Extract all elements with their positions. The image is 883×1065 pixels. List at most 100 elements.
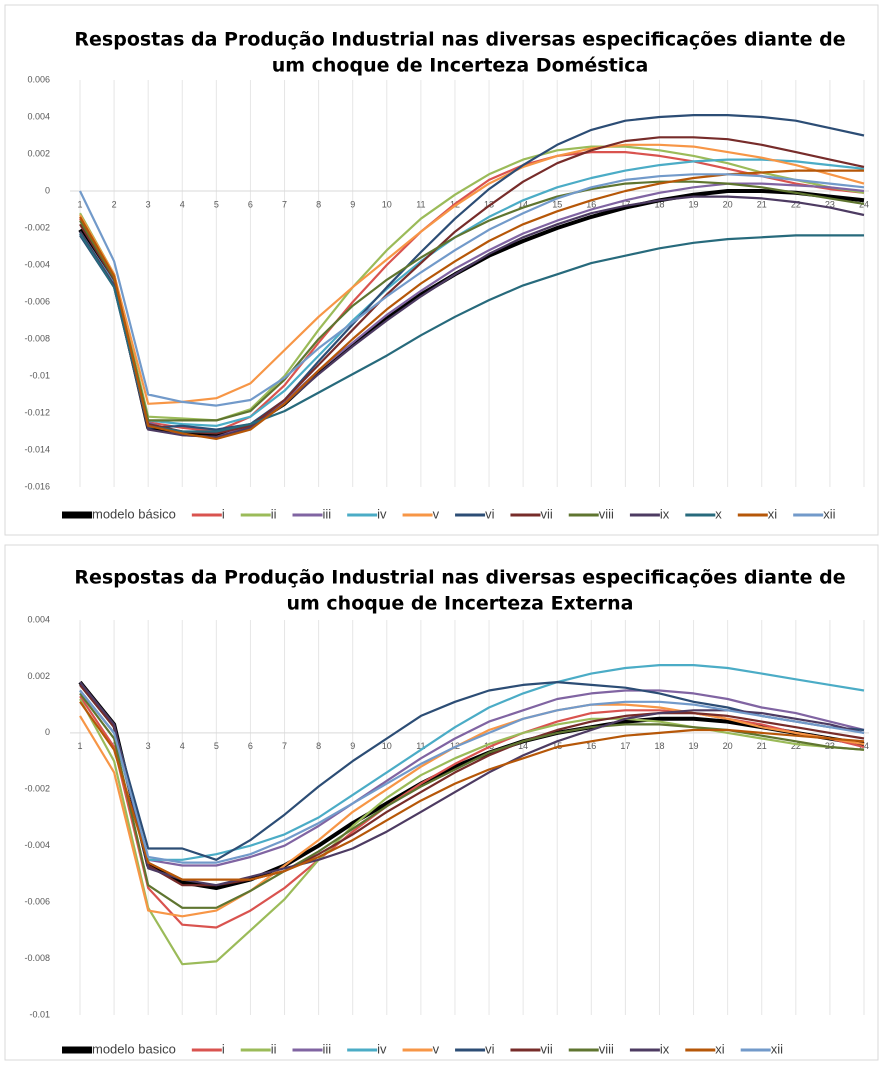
series-line [79,195,865,439]
x-tick-label: 17 [620,741,630,751]
x-tick-label: 1 [77,741,82,751]
legend-label: iv [377,506,387,521]
series-line [79,180,865,422]
x-tick-label: 19 [689,199,699,209]
legend-label: iii [323,506,332,521]
x-tick-label: 2 [112,199,117,209]
x-tick-label: 6 [248,741,253,751]
legend-label: v [433,506,440,521]
series-line [79,703,865,918]
x-tick-label: 10 [382,741,392,751]
legend-label: ii [271,506,277,521]
x-tick-label: 21 [757,199,767,209]
x-tick-label: 9 [350,199,355,209]
legend-label: x [715,506,722,521]
legend-label: ix [660,506,670,521]
legend-label: viii [599,506,614,521]
x-tick-label: 23 [825,199,835,209]
x-tick-label: 5 [214,199,219,209]
x-tick-label: 22 [791,199,801,209]
legend-label: xii [771,1041,783,1056]
x-tick-label: 8 [316,199,321,209]
x-tick-label: 21 [757,741,767,751]
y-tick-label: 0 [45,185,50,195]
legend-label: viii [599,1041,614,1056]
x-tick-label: 17 [620,199,630,209]
y-tick-label: -0.004 [24,259,50,269]
x-tick-label: 11 [416,741,425,751]
legend-label: vii [540,1041,552,1056]
x-tick-label: 9 [350,741,355,751]
y-tick-label: -0.002 [24,222,50,232]
y-tick-label: -0.014 [24,444,50,454]
x-tick-label: 15 [552,199,562,209]
legend-label: i [222,1041,225,1056]
x-tick-label: 8 [316,741,321,751]
x-tick-label: 3 [146,199,151,209]
series-line [79,232,864,433]
y-tick-label: -0.004 [24,840,50,850]
y-tick-label: -0.006 [24,897,50,907]
series-line [79,158,865,427]
chart-title: um choque de Incerteza Doméstica [272,55,649,77]
series-line [79,136,865,435]
legend-label: i [222,506,225,521]
y-tick-label: 0.002 [27,671,50,681]
x-tick-label: 24 [859,199,869,209]
x-tick-label: 16 [586,741,596,751]
series-line [79,701,865,881]
x-tick-label: 22 [791,741,801,751]
legend-label: ii [271,1041,277,1056]
x-tick-label: 18 [654,199,664,209]
y-tick-label: 0.006 [27,74,50,84]
y-tick-label: -0.008 [24,953,50,963]
legend-label: modelo basico [92,1041,176,1056]
x-tick-label: 5 [214,741,219,751]
chart-title: Respostas da Produção Industrial nas div… [74,29,845,51]
series-line [79,689,865,864]
x-tick-label: 3 [146,741,151,751]
chart-frame [4,544,879,1061]
x-tick-label: 1 [77,199,82,209]
x-tick-label: 16 [586,199,596,209]
legend-label: v [433,1041,440,1056]
legend-label: xi [768,506,778,521]
legend-label: vi [485,1041,495,1056]
legend-label: vi [485,506,495,521]
x-tick-label: 4 [180,741,185,751]
y-tick-label: -0.002 [24,784,50,794]
legend-label: iv [377,1041,387,1056]
series-line [79,698,865,966]
x-tick-label: 14 [518,199,528,209]
y-tick-label: -0.008 [24,333,50,343]
x-tick-label: 4 [180,199,185,209]
series-line [79,173,865,407]
series-line [79,681,865,861]
x-tick-label: 18 [654,741,664,751]
x-tick-label: 14 [518,741,528,751]
y-tick-label: -0.006 [24,296,50,306]
chart-title: um choque de Incerteza Externa [286,593,633,615]
x-tick-label: 7 [282,741,287,751]
series-line [79,143,865,405]
y-tick-label: 0.002 [27,148,50,158]
y-tick-label: 0 [45,727,50,737]
series-line [78,680,865,890]
x-tick-label: 11 [416,199,425,209]
legend-label: vii [540,506,552,521]
legend-label: ix [660,1041,670,1056]
legend-label: modelo básico [92,506,176,521]
y-tick-label: -0.01 [29,370,50,380]
series-line [79,689,865,867]
legend-label: xii [823,506,835,521]
x-tick-label: 19 [689,741,699,751]
y-tick-label: -0.016 [24,481,50,491]
y-tick-label: -0.01 [29,1009,50,1019]
y-tick-label: 0.004 [27,614,50,624]
legend-label: iii [323,1041,332,1056]
chart-title: Respostas da Produção Industrial nas div… [74,567,845,589]
series-line [79,664,865,861]
x-tick-label: 20 [723,741,733,751]
x-tick-label: 13 [484,199,494,209]
x-tick-label: 6 [248,199,253,209]
